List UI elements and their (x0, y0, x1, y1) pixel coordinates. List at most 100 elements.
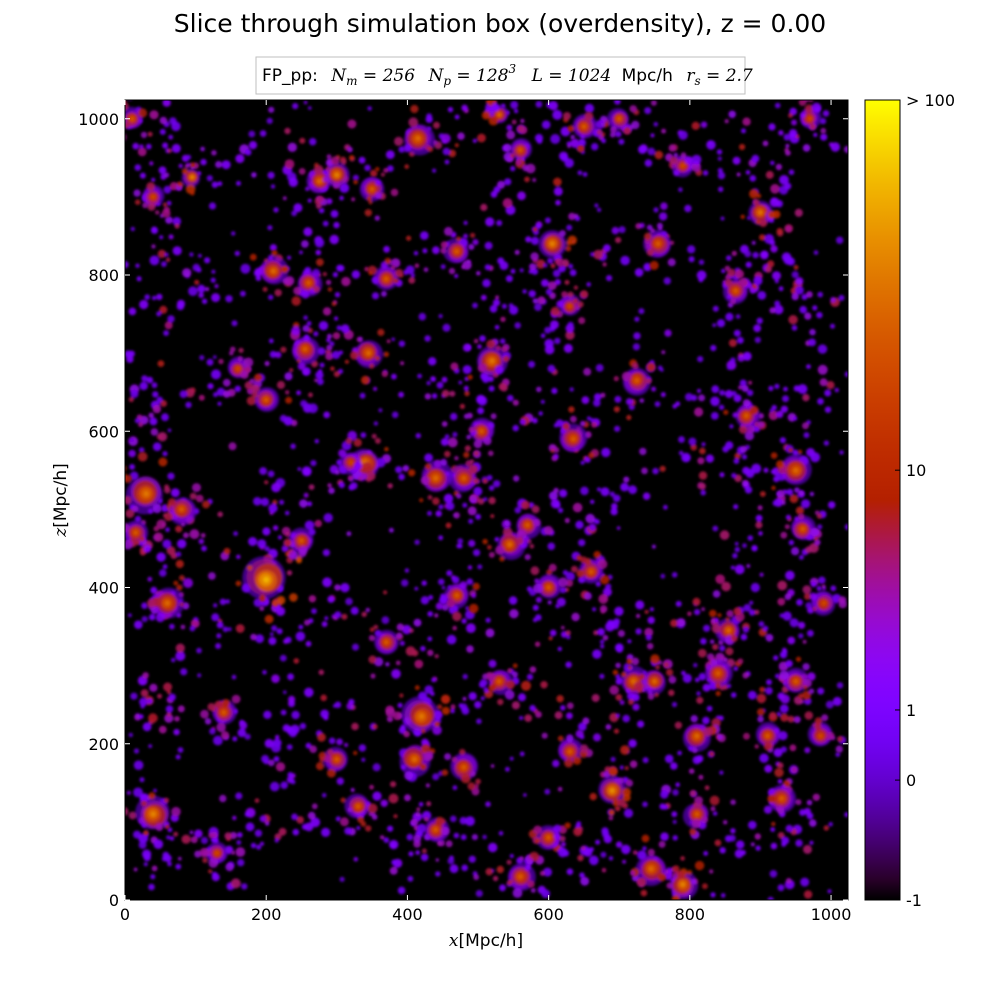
filament-halo (745, 170, 751, 175)
satellite-halo (441, 826, 450, 836)
filament-halo (330, 210, 339, 218)
satellite-halo (690, 878, 697, 885)
filament-halo (460, 834, 467, 841)
cluster-layer (125, 100, 847, 900)
filament-halo (170, 552, 178, 559)
field-halo (544, 217, 551, 224)
satellite-halo (763, 805, 773, 814)
field-halo (700, 121, 708, 128)
satellite-halo (433, 140, 438, 145)
field-halo (619, 700, 625, 705)
filament-halo (467, 565, 473, 570)
filament-halo (722, 445, 729, 453)
satellite-halo (468, 464, 478, 474)
field-halo (672, 789, 679, 796)
field-halo (642, 801, 648, 808)
satellite-halo (533, 227, 538, 232)
filament-halo (521, 680, 531, 691)
field-halo (795, 839, 803, 847)
field-halo (468, 855, 476, 863)
colorbar-tick-label: -1 (906, 891, 922, 910)
field-halo (150, 428, 159, 436)
cluster-halo (716, 671, 720, 676)
field-halo (167, 428, 172, 433)
filament-halo (702, 716, 710, 725)
field-halo (752, 545, 758, 551)
satellite-halo (258, 594, 266, 602)
filament-halo (660, 790, 669, 799)
field-halo (608, 856, 614, 861)
filament-halo (225, 599, 230, 604)
filament-halo (819, 378, 828, 387)
field-halo (208, 202, 217, 210)
field-halo (544, 326, 552, 334)
filament-halo (237, 858, 245, 867)
field-halo (167, 861, 172, 867)
cluster-halo (384, 640, 388, 644)
filament-halo (252, 497, 262, 506)
filament-halo (680, 856, 685, 861)
x-tick-label: 400 (392, 905, 423, 924)
field-halo (468, 539, 476, 548)
filament-halo (711, 385, 720, 394)
filament-halo (387, 165, 394, 172)
satellite-halo (519, 126, 528, 134)
field-halo (644, 107, 652, 115)
filament-halo (161, 413, 169, 422)
field-halo (838, 294, 845, 301)
filament-halo (793, 265, 799, 270)
filament-halo (823, 825, 829, 831)
field-halo (128, 732, 133, 738)
satellite-halo (774, 767, 784, 778)
filament-halo (660, 832, 669, 841)
filament-halo (339, 195, 344, 201)
field-halo (141, 375, 148, 382)
field-halo (726, 610, 734, 618)
field-halo (530, 887, 536, 893)
field-halo (414, 586, 419, 591)
satellite-halo (725, 647, 734, 656)
filament-halo (787, 715, 795, 723)
satellite-halo (771, 485, 776, 491)
filament-halo (776, 762, 784, 769)
field-halo (222, 390, 231, 398)
satellite-halo (811, 527, 820, 537)
cluster-halo (680, 882, 685, 887)
filament-halo (200, 533, 206, 538)
filament-halo (406, 235, 412, 241)
filament-halo (766, 679, 772, 686)
satellite-halo (707, 653, 715, 661)
satellite-halo (558, 577, 568, 588)
filament-halo (189, 529, 200, 540)
filament-halo (763, 467, 769, 473)
filament-halo (599, 639, 605, 644)
filament-halo (790, 132, 795, 138)
filament-halo (615, 237, 622, 244)
filament-halo (578, 722, 587, 731)
filament-halo (548, 636, 553, 641)
field-halo (301, 240, 309, 248)
field-halo (600, 851, 607, 858)
filament-halo (177, 705, 185, 713)
satellite-halo (812, 606, 818, 612)
satellite-halo (128, 811, 137, 820)
field-halo (268, 294, 274, 300)
field-halo (619, 765, 624, 770)
satellite-halo (499, 556, 505, 562)
satellite-halo (515, 159, 522, 166)
satellite-halo (804, 104, 814, 113)
filament-halo (788, 315, 798, 325)
filament-halo (514, 249, 520, 255)
field-halo (180, 668, 188, 676)
filament-halo (149, 683, 158, 692)
satellite-halo (137, 108, 148, 118)
filament-halo (558, 507, 564, 513)
field-halo (290, 443, 296, 450)
field-halo (228, 442, 237, 451)
satellite-halo (262, 286, 268, 292)
satellite-halo (440, 247, 447, 254)
filament-halo (296, 390, 301, 396)
satellite-halo (495, 545, 505, 555)
filament-halo (749, 609, 756, 616)
